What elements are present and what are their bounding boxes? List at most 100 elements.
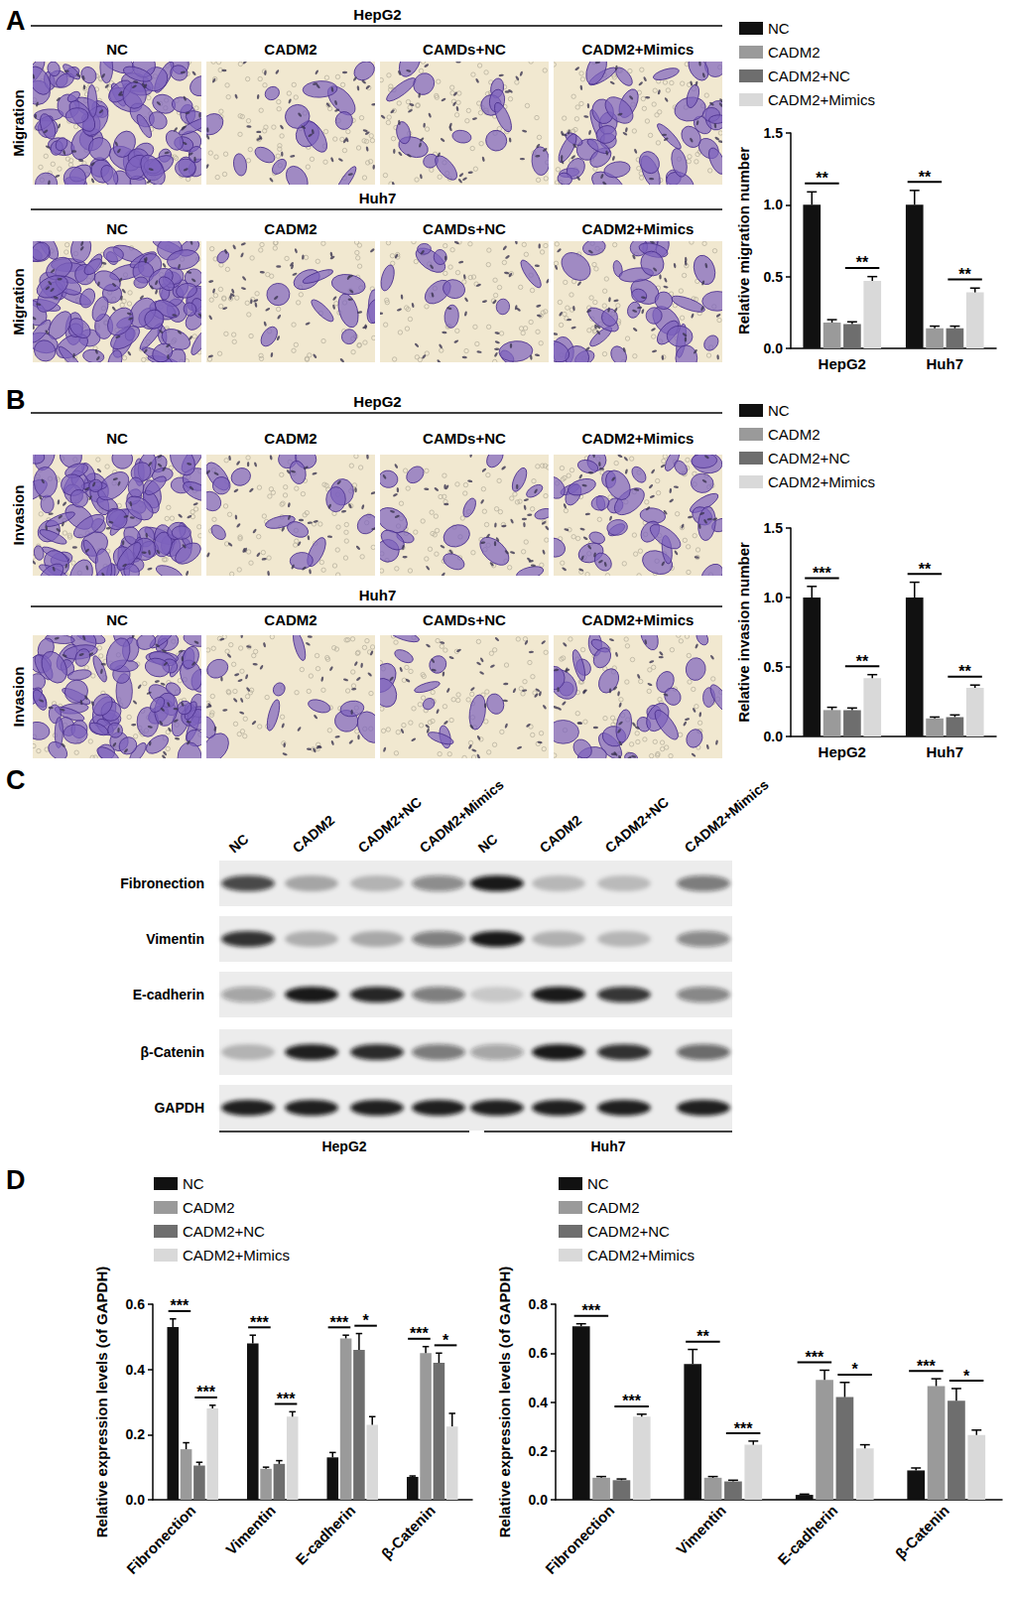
svg-text:**: **	[918, 560, 932, 578]
svg-text:CADM2: CADM2	[263, 220, 317, 238]
svg-text:CADM2: CADM2	[289, 811, 339, 856]
svg-text:Vimentin: Vimentin	[672, 1501, 730, 1558]
svg-text:CADM2: CADM2	[767, 43, 821, 61]
svg-text:NC: NC	[587, 1174, 610, 1192]
svg-text:β-Catenin: β-Catenin	[891, 1501, 953, 1562]
svg-text:Huh7: Huh7	[359, 189, 397, 207]
svg-text:***: ***	[805, 1348, 825, 1366]
svg-text:1.5: 1.5	[763, 519, 784, 536]
svg-text:0.0: 0.0	[763, 340, 784, 357]
svg-text:CADM2+NC: CADM2+NC	[355, 793, 425, 857]
svg-text:0.6: 0.6	[528, 1344, 549, 1361]
svg-text:0.0: 0.0	[126, 1491, 146, 1508]
svg-text:NC: NC	[106, 40, 128, 58]
svg-text:CAMDs+NC: CAMDs+NC	[422, 220, 506, 238]
svg-text:**: **	[958, 265, 972, 283]
svg-text:NC: NC	[767, 401, 790, 419]
svg-text:Huh7: Huh7	[591, 1138, 627, 1154]
svg-text:CADM2: CADM2	[263, 611, 317, 629]
svg-text:E-cadherin: E-cadherin	[773, 1501, 841, 1568]
svg-text:Relative invasion number: Relative invasion number	[735, 541, 753, 723]
svg-text:***: ***	[330, 1313, 350, 1331]
svg-text:**: **	[696, 1327, 710, 1345]
svg-text:0.4: 0.4	[528, 1393, 549, 1410]
svg-text:D: D	[5, 1164, 26, 1195]
svg-text:0.5: 0.5	[763, 268, 784, 285]
svg-text:CADM2+Mimics: CADM2+Mimics	[681, 775, 772, 856]
svg-text:CADM2+Mimics: CADM2+Mimics	[182, 1246, 290, 1264]
svg-text:***: ***	[622, 1391, 641, 1409]
svg-text:Migration: Migration	[9, 89, 27, 157]
svg-text:CADM2: CADM2	[182, 1198, 236, 1216]
svg-text:B: B	[5, 384, 26, 415]
svg-text:E-cadherin: E-cadherin	[132, 986, 205, 1003]
svg-text:CADM2+NC: CADM2+NC	[182, 1222, 265, 1240]
svg-text:*: *	[442, 1331, 450, 1349]
svg-text:CADM2: CADM2	[767, 425, 821, 443]
svg-text:NC: NC	[226, 830, 253, 856]
svg-text:Fibronection: Fibronection	[120, 875, 205, 891]
svg-text:**: **	[958, 662, 972, 680]
svg-text:**: **	[815, 169, 829, 187]
svg-text:A: A	[5, 5, 26, 36]
svg-text:Fibronection: Fibronection	[541, 1501, 618, 1577]
svg-text:CADM2: CADM2	[587, 1198, 640, 1216]
svg-text:CAMDs+NC: CAMDs+NC	[422, 40, 506, 58]
svg-text:Relative expression levels (of: Relative expression levels (of GAPDH)	[496, 1265, 513, 1537]
svg-text:Invasion: Invasion	[9, 485, 27, 546]
svg-text:CADM2+Mimics: CADM2+Mimics	[767, 91, 876, 109]
svg-text:0.5: 0.5	[763, 658, 784, 675]
svg-text:NC: NC	[106, 220, 128, 238]
svg-text:CADM2+Mimics: CADM2+Mimics	[582, 611, 695, 629]
svg-text:***: ***	[276, 1390, 296, 1407]
svg-text:0.6: 0.6	[126, 1295, 146, 1312]
svg-text:0.4: 0.4	[126, 1361, 146, 1378]
svg-text:1.0: 1.0	[763, 589, 784, 606]
svg-text:E-cadherin: E-cadherin	[291, 1501, 359, 1568]
svg-text:0.8: 0.8	[528, 1295, 549, 1312]
svg-text:0.2: 0.2	[528, 1442, 549, 1459]
svg-text:***: ***	[250, 1313, 269, 1331]
svg-text:Invasion: Invasion	[9, 666, 27, 728]
svg-text:0.0: 0.0	[763, 728, 784, 745]
svg-text:CADM2+NC: CADM2+NC	[767, 67, 851, 85]
svg-text:Relative expression levels (of: Relative expression levels (of GAPDH)	[93, 1265, 111, 1537]
svg-text:**: **	[918, 168, 932, 186]
svg-text:Relative migration number: Relative migration number	[735, 146, 753, 335]
svg-text:CADM2+Mimics: CADM2+Mimics	[416, 775, 507, 856]
svg-text:CADM2+Mimics: CADM2+Mimics	[582, 220, 695, 238]
svg-text:0.0: 0.0	[528, 1491, 549, 1508]
svg-text:CAMDs+NC: CAMDs+NC	[422, 611, 506, 629]
svg-text:***: ***	[916, 1357, 936, 1375]
svg-text:CADM2: CADM2	[263, 40, 317, 58]
svg-text:GAPDH: GAPDH	[153, 1099, 205, 1116]
svg-text:CAMDs+NC: CAMDs+NC	[422, 429, 506, 447]
svg-text:CADM2+Mimics: CADM2+Mimics	[587, 1246, 695, 1264]
svg-text:HepG2: HepG2	[353, 392, 401, 410]
svg-text:HepG2: HepG2	[818, 743, 867, 760]
svg-text:HepG2: HepG2	[321, 1138, 367, 1154]
svg-text:CADM2+NC: CADM2+NC	[767, 449, 851, 467]
svg-text:CADM2+Mimics: CADM2+Mimics	[582, 429, 695, 447]
svg-text:Huh7: Huh7	[926, 743, 965, 760]
svg-text:**: **	[856, 652, 870, 670]
svg-text:***: ***	[196, 1383, 216, 1400]
svg-text:***: ***	[409, 1324, 429, 1342]
svg-text:Huh7: Huh7	[926, 355, 965, 373]
svg-text:NC: NC	[475, 830, 502, 856]
svg-text:1.0: 1.0	[763, 196, 784, 213]
svg-text:***: ***	[170, 1296, 190, 1314]
svg-text:NC: NC	[182, 1174, 205, 1192]
svg-text:***: ***	[812, 564, 832, 582]
svg-text:0.2: 0.2	[126, 1425, 146, 1442]
svg-text:CADM2: CADM2	[536, 811, 586, 856]
svg-text:C: C	[5, 764, 26, 795]
svg-text:1.5: 1.5	[763, 125, 784, 141]
svg-text:CADM2+Mimics: CADM2+Mimics	[582, 40, 695, 58]
svg-text:Huh7: Huh7	[359, 586, 397, 604]
svg-text:Fibronection: Fibronection	[123, 1501, 199, 1577]
svg-text:NC: NC	[106, 611, 128, 629]
svg-text:NC: NC	[106, 429, 128, 447]
svg-text:*: *	[362, 1311, 370, 1329]
svg-text:*: *	[963, 1367, 971, 1385]
